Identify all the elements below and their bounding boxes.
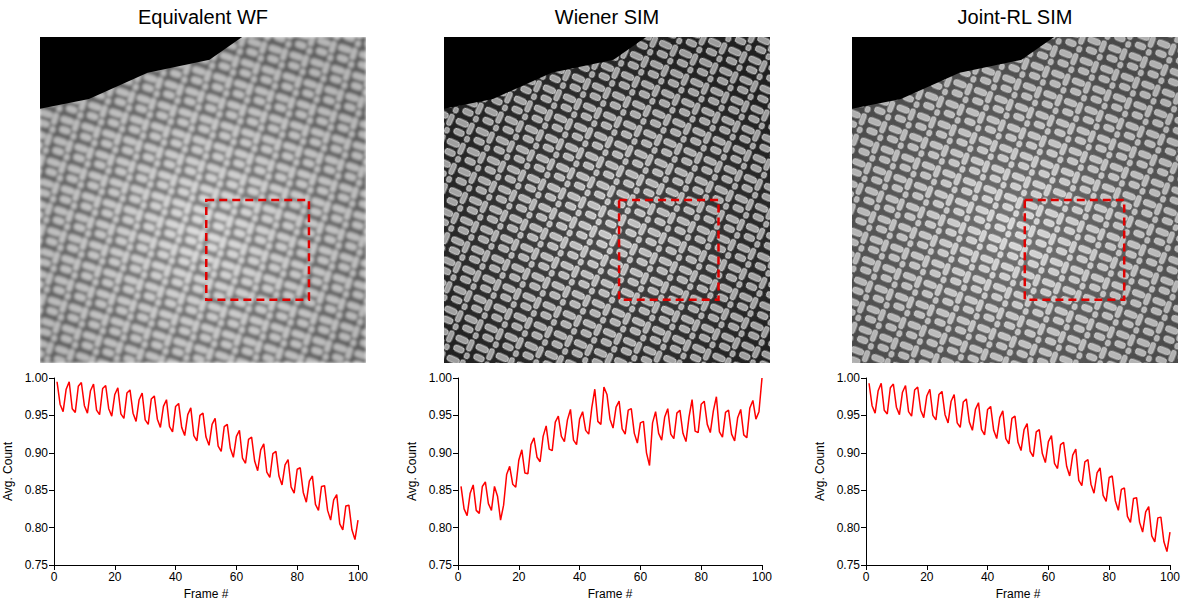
- html-text:Equivalent WF: Equivalent WF: [138, 6, 268, 28]
- svg-text:Avg. Count: Avg. Count: [1, 441, 15, 501]
- svg-text:0.80: 0.80: [25, 521, 49, 535]
- svg-text:100: 100: [752, 570, 772, 584]
- html-text:Joint-RL SIM: Joint-RL SIM: [957, 6, 1073, 28]
- svg-text:0: 0: [455, 570, 462, 584]
- svg-text:40: 40: [981, 570, 995, 584]
- svg-text:0: 0: [51, 570, 58, 584]
- html-text:Wiener SIM: Wiener SIM: [554, 6, 660, 28]
- svg-text:40: 40: [573, 570, 587, 584]
- svg-text:0.95: 0.95: [429, 408, 453, 422]
- svg-text:0.95: 0.95: [25, 408, 49, 422]
- svg-text:0.75: 0.75: [25, 558, 49, 572]
- svg-text:0.75: 0.75: [429, 558, 453, 572]
- svg-text:60: 60: [1042, 570, 1056, 584]
- svg-text:40: 40: [169, 570, 183, 584]
- svg-text:0.80: 0.80: [837, 521, 861, 535]
- svg-text:20: 20: [108, 570, 122, 584]
- svg-text:Frame #: Frame #: [184, 587, 229, 601]
- svg-text:0: 0: [863, 570, 870, 584]
- svg-text:Frame #: Frame #: [588, 587, 633, 601]
- svg-text:80: 80: [695, 570, 709, 584]
- svg-text:80: 80: [1103, 570, 1117, 584]
- svg-text:0.90: 0.90: [25, 446, 49, 460]
- svg-text:0.85: 0.85: [429, 483, 453, 497]
- svg-text:0.95: 0.95: [837, 408, 861, 422]
- svg-text:Avg. Count: Avg. Count: [405, 441, 419, 501]
- svg-text:60: 60: [230, 570, 244, 584]
- svg-text:Avg. Count: Avg. Count: [813, 441, 827, 501]
- svg-text:0.90: 0.90: [429, 446, 453, 460]
- svg-text:0.85: 0.85: [837, 483, 861, 497]
- svg-text:20: 20: [512, 570, 526, 584]
- svg-text:60: 60: [634, 570, 648, 584]
- svg-text:1.00: 1.00: [25, 371, 49, 385]
- svg-text:0.90: 0.90: [837, 446, 861, 460]
- svg-text:0.85: 0.85: [25, 483, 49, 497]
- svg-text:100: 100: [348, 570, 368, 584]
- svg-text:1.00: 1.00: [837, 371, 861, 385]
- svg-text:100: 100: [1160, 570, 1180, 584]
- svg-text:1.00: 1.00: [429, 371, 453, 385]
- svg-text:0.80: 0.80: [429, 521, 453, 535]
- svg-text:20: 20: [920, 570, 934, 584]
- svg-text:80: 80: [291, 570, 305, 584]
- svg-text:0.75: 0.75: [837, 558, 861, 572]
- svg-text:Frame #: Frame #: [996, 587, 1041, 601]
